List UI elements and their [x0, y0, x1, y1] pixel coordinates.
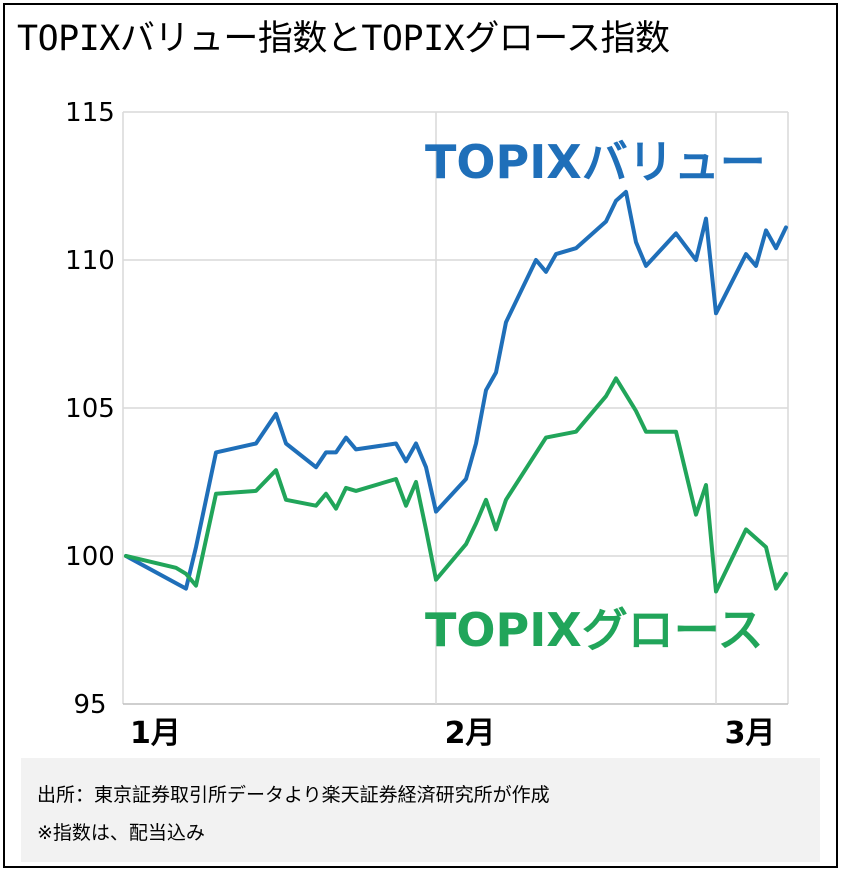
- series-label-value: TOPIXバリュー: [425, 135, 766, 189]
- series-label-growth: TOPIXグロース: [425, 603, 763, 657]
- x-tick-label: 1月: [130, 716, 181, 751]
- y-tick-label: 100: [65, 542, 115, 572]
- series-line: [124, 189, 788, 591]
- y-tick-label: 115: [65, 98, 115, 128]
- x-axis-ticks: 1月 2月 3月: [130, 716, 775, 751]
- dividend-note: ※指数は、配当込み: [37, 822, 205, 844]
- grid-lines: [122, 111, 789, 705]
- y-tick-label: 95: [73, 690, 106, 720]
- source-note: 出所：東京証券取引所データより楽天証券経済研究所が作成 ※指数は、配当込み: [21, 758, 820, 862]
- y-tick-label: 110: [65, 246, 115, 276]
- x-tick-label: 3月: [725, 716, 776, 751]
- chart-frame: TOPIXバリュー指数とTOPIXグロース指数: [3, 3, 838, 868]
- y-axis-ticks: 95 100 105 110 115: [65, 98, 115, 720]
- x-tick-label: 2月: [445, 716, 496, 751]
- chart-title: TOPIXバリュー指数とTOPIXグロース指数: [17, 19, 670, 59]
- y-tick-label: 105: [65, 394, 115, 424]
- series-line: [124, 376, 788, 594]
- series-lines: [124, 189, 788, 594]
- source-line: 出所：東京証券取引所データより楽天証券経済研究所が作成: [37, 784, 550, 806]
- line-chart: 95 100 105 110 115 1月 2月 3月 TOPIXバリュー TOPIXグロー…: [65, 98, 789, 751]
